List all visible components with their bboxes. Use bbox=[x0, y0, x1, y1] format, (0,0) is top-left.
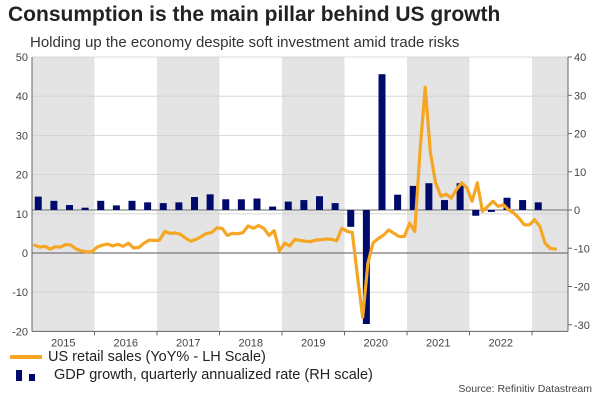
left-axis-tick-label: 40 bbox=[16, 91, 28, 103]
gdp-bar bbox=[441, 200, 448, 210]
year-band bbox=[282, 57, 345, 332]
gdp-bar bbox=[50, 200, 58, 210]
x-axis-tick-label: 2020 bbox=[364, 337, 388, 349]
gdp-bar bbox=[175, 202, 183, 210]
retail-sales-line bbox=[32, 85, 558, 319]
gdp-bar bbox=[534, 202, 542, 210]
gdp-bar bbox=[316, 196, 323, 210]
left-axis-tick-label: -20 bbox=[12, 326, 28, 338]
legend-label-retail: US retail sales (YoY% - LH Scale) bbox=[48, 349, 266, 365]
gdp-bar bbox=[159, 203, 167, 210]
x-axis-tick-label: 2017 bbox=[176, 337, 200, 349]
legend-item-gdp: GDP growth, quarterly annualized rate (R… bbox=[10, 367, 373, 383]
gdp-bar bbox=[519, 200, 527, 210]
left-axis-tick-label: 10 bbox=[16, 209, 28, 221]
gdp-bar bbox=[472, 210, 480, 216]
right-axis-tick-label: 40 bbox=[574, 52, 586, 64]
chart-subtitle: Holding up the economy despite soft inve… bbox=[30, 34, 460, 51]
year-band bbox=[157, 57, 220, 332]
x-axis-tick-label: 2022 bbox=[489, 337, 513, 349]
year-band bbox=[32, 57, 95, 332]
gdp-bar bbox=[81, 207, 89, 210]
left-axis-tick-label: 0 bbox=[22, 248, 28, 260]
right-axis-tick-label: 20 bbox=[574, 129, 586, 141]
x-axis-tick-label: 2019 bbox=[301, 337, 325, 349]
chart-title: Consumption is the main pillar behind US… bbox=[8, 3, 501, 26]
gdp-bar bbox=[394, 194, 402, 210]
legend-label-gdp: GDP growth, quarterly annualized rate (R… bbox=[54, 367, 373, 383]
legend-item-retail: US retail sales (YoY% - LH Scale) bbox=[10, 349, 266, 365]
x-axis-tick-label: 2018 bbox=[239, 337, 263, 349]
gdp-bar bbox=[222, 199, 230, 210]
right-axis-tick-label: -20 bbox=[574, 282, 590, 294]
gdp-bar bbox=[206, 194, 214, 210]
legend-line-swatch bbox=[10, 355, 42, 359]
year-band bbox=[532, 57, 568, 332]
gdp-bar bbox=[269, 206, 277, 210]
gdp-bar bbox=[378, 74, 386, 211]
gdp-bar bbox=[112, 205, 120, 210]
gdp-bar bbox=[34, 196, 42, 210]
right-axis-tick-label: -30 bbox=[574, 320, 590, 332]
gdp-bar bbox=[237, 199, 245, 210]
gdp-bar bbox=[128, 200, 136, 210]
left-axis-tick-label: 20 bbox=[16, 170, 28, 182]
gdp-bar bbox=[66, 205, 73, 210]
right-axis-tick-label: 10 bbox=[574, 167, 586, 179]
gdp-bar bbox=[456, 183, 464, 210]
legend-bar-swatch bbox=[10, 369, 48, 381]
right-axis-tick-label: -10 bbox=[574, 243, 590, 255]
gdp-bar bbox=[144, 202, 152, 210]
left-axis-tick-label: 30 bbox=[16, 130, 28, 142]
gdp-bar bbox=[284, 201, 292, 210]
gdp-bar bbox=[425, 183, 433, 210]
x-axis-tick-label: 2015 bbox=[51, 337, 75, 349]
right-axis-tick-label: 30 bbox=[574, 90, 586, 102]
left-axis-tick-label: -10 bbox=[12, 287, 28, 299]
x-axis-tick-label: 2021 bbox=[426, 337, 450, 349]
source-note: Source: Refinitiv Datastream bbox=[458, 383, 592, 395]
gdp-bar bbox=[503, 197, 511, 210]
right-axis-tick-label: 0 bbox=[574, 205, 580, 217]
x-axis-tick-label: 2016 bbox=[114, 337, 138, 349]
gdp-bar bbox=[97, 200, 105, 210]
gdp-bar bbox=[191, 196, 198, 210]
gdp-bar bbox=[300, 200, 308, 210]
gdp-bar bbox=[409, 185, 417, 210]
gdp-bar bbox=[331, 203, 339, 210]
gdp-bar bbox=[253, 198, 261, 210]
left-axis-tick-label: 50 bbox=[16, 52, 28, 64]
gdp-bar bbox=[487, 210, 495, 212]
gdp-bar bbox=[347, 210, 355, 227]
